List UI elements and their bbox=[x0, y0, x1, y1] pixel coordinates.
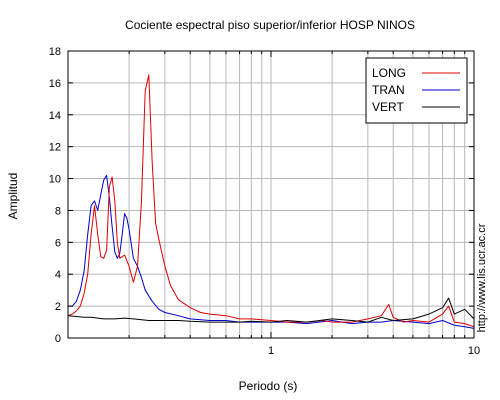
y-tick-label: 8 bbox=[55, 205, 61, 217]
y-tick-label: 14 bbox=[49, 110, 61, 122]
chart-title: Cociente espectral piso superior/inferio… bbox=[125, 18, 415, 32]
series-line-tran bbox=[68, 174, 474, 329]
grid-lines bbox=[68, 51, 474, 338]
legend-label-tran: TRAN bbox=[372, 83, 405, 97]
y-tick-label: 6 bbox=[55, 237, 61, 249]
series-layer bbox=[68, 74, 474, 329]
x-tick-label: 10 bbox=[468, 345, 480, 357]
y-tick-label: 10 bbox=[49, 174, 61, 186]
y-tick-label: 16 bbox=[49, 78, 61, 90]
x-axis-label: Periodo (s) bbox=[239, 379, 298, 393]
y-tick-label: 18 bbox=[49, 46, 61, 58]
legend-label-vert: VERT bbox=[372, 100, 404, 114]
legend: LONG TRAN VERT bbox=[365, 57, 468, 124]
y-tick-label: 2 bbox=[55, 301, 61, 313]
y-tick-label: 0 bbox=[55, 333, 61, 345]
y-tick-label: 12 bbox=[49, 142, 61, 154]
x-tick-label: 1 bbox=[268, 345, 274, 357]
legend-label-long: LONG bbox=[372, 66, 406, 80]
y-tick-label: 4 bbox=[55, 269, 61, 281]
series-line-vert bbox=[68, 297, 474, 323]
series-line-long bbox=[68, 74, 474, 328]
source-url: http://www.lis.ucr.ac.cr bbox=[476, 223, 488, 332]
y-axis-label: Amplitud bbox=[6, 173, 20, 220]
axis-ticks: 0 2 4 6 8 10 12 14 16 18 1 10 bbox=[49, 46, 480, 357]
